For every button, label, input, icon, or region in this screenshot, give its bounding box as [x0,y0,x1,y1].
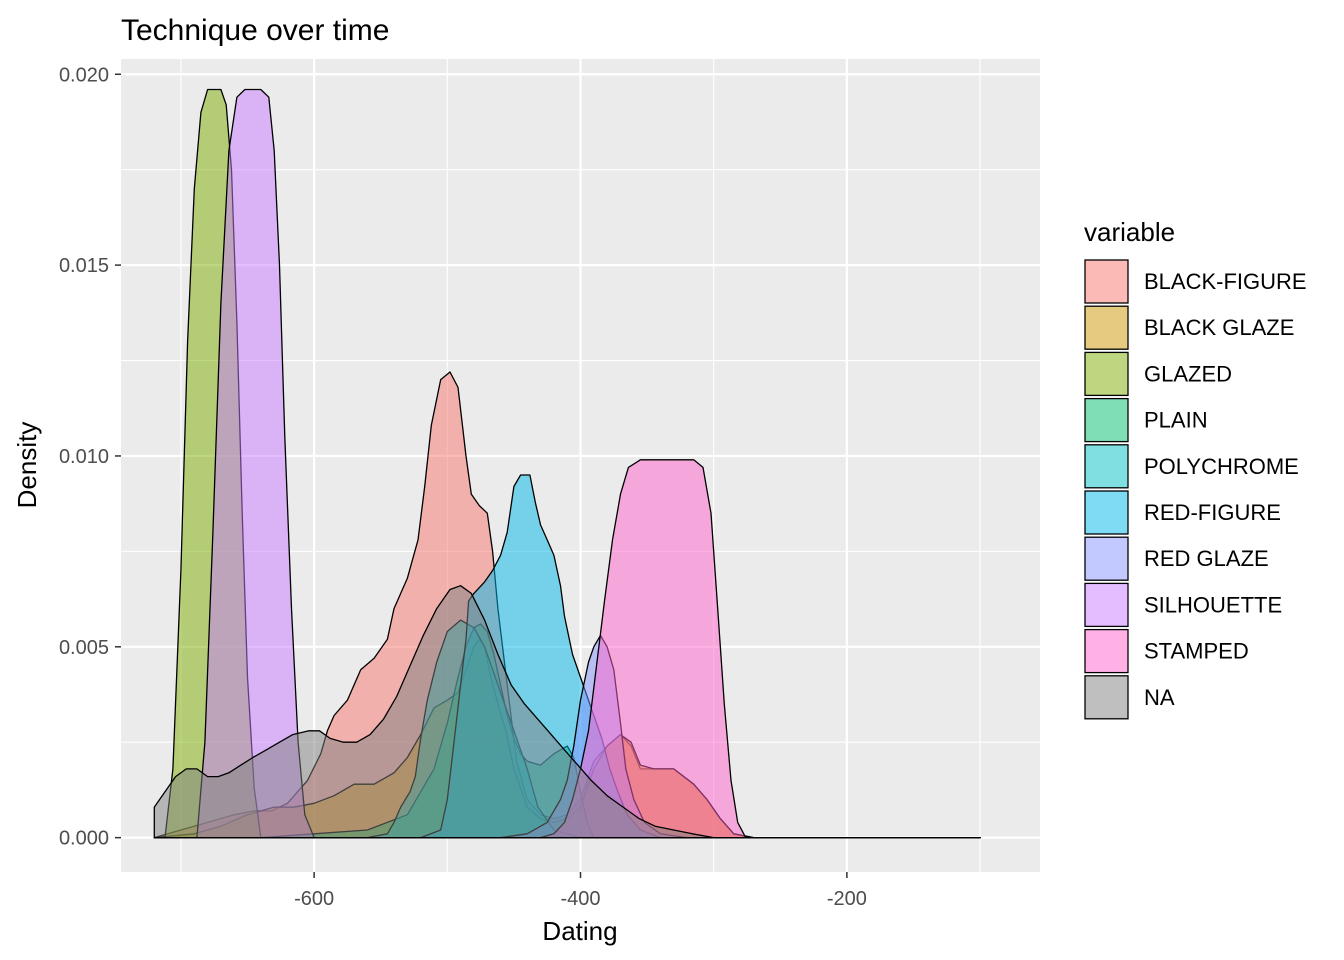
legend-key-black-glaze [1084,305,1129,350]
legend-title: variable [1084,217,1175,247]
density-area-na [153,585,981,839]
legend-label-glazed: GLAZED [1144,361,1232,386]
x-axis-title: Dating [542,916,617,946]
legend-key-na [1084,675,1129,720]
series-layer [153,88,981,839]
x-tick-label-0: -600 [294,888,334,910]
legend: variable BLACK-FIGURE BLACK GLAZE GLAZED PL… [1084,217,1307,720]
y-tick-label-4: 0.020 [59,64,109,86]
x-tick-label-1: -400 [560,888,600,910]
legend-label-black-figure: BLACK-FIGURE [1144,269,1307,294]
legend-label-plain: PLAIN [1144,408,1208,433]
x-axis: -600 -400 -200 [294,872,867,910]
legend-label-polychrome: POLYCHROME [1144,454,1299,479]
legend-label-stamped: STAMPED [1144,639,1249,664]
y-tick-label-2: 0.010 [59,446,109,468]
legend-key-polychrome [1084,444,1129,489]
legend-key-silhouette [1084,582,1129,628]
chart-title: Technique over time [121,14,389,47]
legend-key-black-figure [1084,259,1129,304]
x-tick-label-2: -200 [827,888,867,910]
y-tick-label-0: 0.000 [59,828,109,850]
legend-key-red-figure [1084,490,1129,535]
legend-label-red-glaze: RED GLAZE [1144,546,1269,571]
legend-label-silhouette: SILHOUETTE [1144,592,1282,617]
legend-label-red-figure: RED-FIGURE [1144,500,1281,525]
y-tick-label-3: 0.015 [59,255,109,277]
legend-key-stamped [1084,628,1129,674]
legend-key-plain [1084,397,1129,443]
y-axis: 0.000 0.005 0.010 0.015 0.020 [59,64,121,850]
y-axis-title: Density [12,422,42,509]
legend-key-glazed [1084,351,1129,397]
legend-label-black-glaze: BLACK GLAZE [1144,315,1294,340]
legend-key-red-glaze [1084,536,1129,581]
y-tick-label-1: 0.005 [59,637,109,659]
legend-label-na: NA [1144,685,1175,710]
